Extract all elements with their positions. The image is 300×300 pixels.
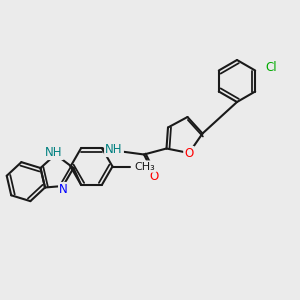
Text: N: N bbox=[59, 183, 68, 196]
Text: NH: NH bbox=[105, 143, 123, 156]
Text: O: O bbox=[150, 169, 159, 183]
Text: CH₃: CH₃ bbox=[135, 161, 155, 172]
Text: Cl: Cl bbox=[266, 61, 278, 74]
Text: O: O bbox=[184, 147, 194, 160]
Text: NH: NH bbox=[45, 146, 63, 159]
